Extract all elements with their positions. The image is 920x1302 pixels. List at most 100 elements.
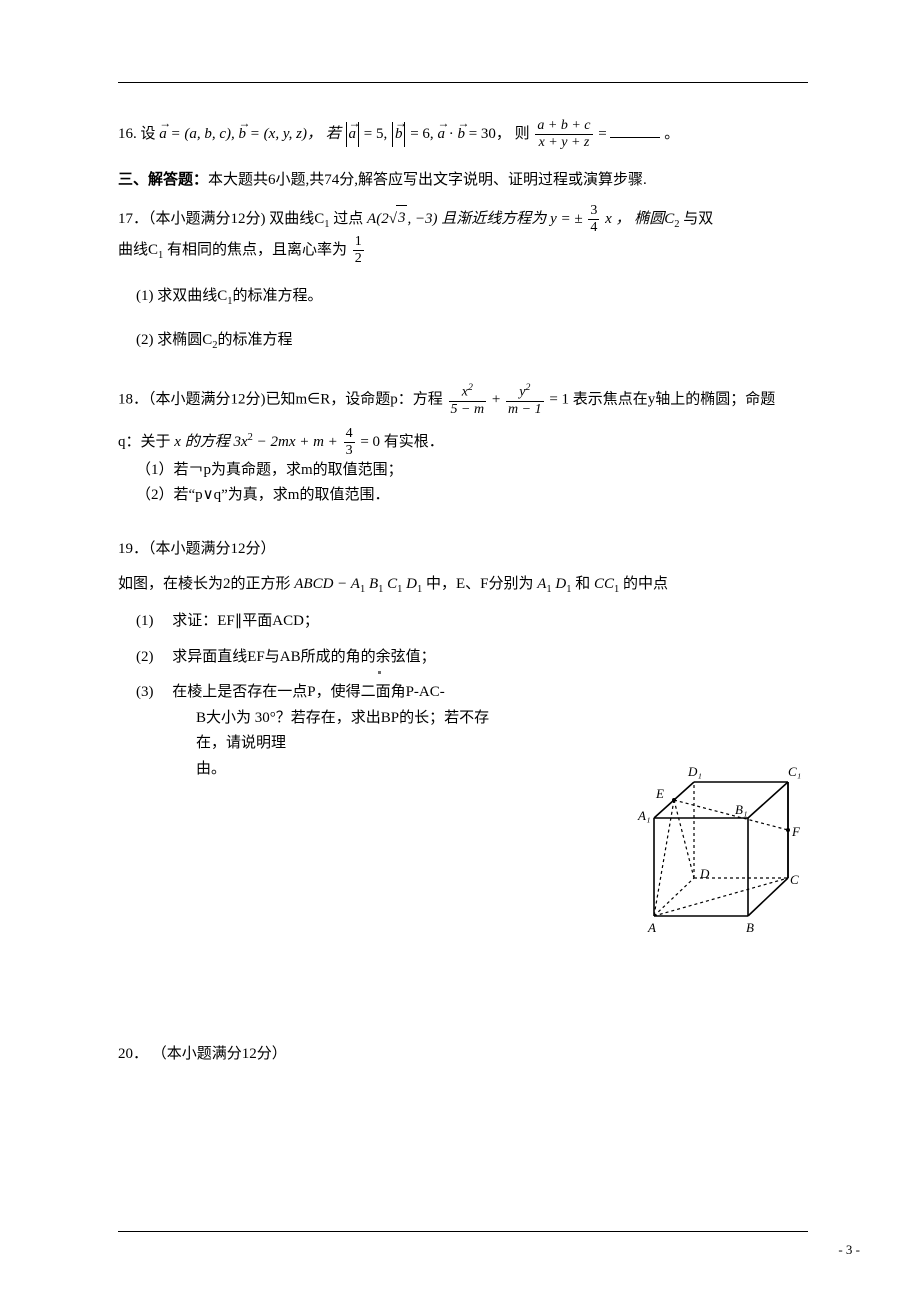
q16-line: 16. 设 a = (a, b, c), b = (x, y, z)， 若 a …: [118, 119, 808, 150]
q17-line1: 17．（本小题满分12分) 双曲线C1 过点 A(2√3, −3) 且渐近线方程…: [118, 204, 808, 235]
vec-b: b: [239, 122, 247, 148]
q18-f2n: y2: [506, 383, 544, 401]
q18-h1: 18．（本小题满分12分)已知m∈R，设命题p：方程: [118, 391, 443, 407]
lbl-D: D: [699, 866, 710, 881]
q19-head: 19．（本小题满分12分）: [118, 537, 808, 563]
q17-pointA: A(2: [367, 210, 389, 226]
q17-p2a: (2) 求椭圆C: [136, 332, 212, 348]
abs-b-inner: b: [395, 122, 403, 148]
q17-f34d: 4: [588, 219, 599, 235]
q18-line1: 18．（本小题满分12分)已知m∈R，设命题p：方程 x2 5 − m + y2…: [118, 383, 808, 417]
q19-p1: (1) 求证：EF∥平面ACD；: [118, 609, 808, 635]
q19-b1j: CC: [594, 576, 614, 592]
q18-p1: （1）若￢p为真命题，求m的取值范围；: [118, 458, 808, 484]
q17-h1b: 过点: [333, 210, 367, 226]
q17-p2b: 的标准方程: [218, 332, 293, 348]
q17-frac12: 1 2: [353, 235, 364, 266]
q19-b1b: ABCD − A: [294, 576, 360, 592]
q17-pointA2: , −3) 且渐近线方程为: [407, 210, 550, 226]
q16-eq-b: = (x, y, z)， 若: [250, 126, 341, 142]
q16-eq: =: [598, 126, 610, 142]
q18-eq1: = 1 表示焦点在y轴上的椭圆；命题: [549, 391, 775, 407]
q17-sqrt3: 3: [396, 205, 408, 232]
dot-icon: [378, 671, 381, 674]
q18-h2c: − 2mx + m +: [257, 434, 342, 450]
q17-yeq: y = ±: [550, 210, 583, 226]
dot: ·: [449, 126, 458, 142]
q17-xtail: x ， 椭圆C: [605, 210, 674, 226]
top-rule: [118, 82, 808, 83]
q19-p3a: (3) 在棱上是否存在一点P，使得二面角P-AC-: [118, 680, 518, 706]
q18-f2d: m − 1: [506, 401, 544, 417]
q19-b1d: C: [387, 576, 397, 592]
footer-rule: [118, 1231, 808, 1232]
q18-f3: 4 3: [344, 427, 355, 458]
q16-eq-a: = (a, b, c),: [171, 126, 239, 142]
mid-marker: [378, 663, 387, 681]
section3-rest: 本大题共6小题,共74分,解答应写出文字说明、证明过程或演算步骤.: [208, 172, 647, 188]
q19-p2: (2) 求异面直线EF与AB所成的角的余弦值；: [118, 645, 808, 671]
q18-f3d: 3: [344, 442, 355, 458]
q18-h2a: q：关于: [118, 434, 174, 450]
lbl-B1: B₁: [735, 802, 747, 817]
q16-period: 。: [664, 126, 679, 142]
section3-heading: 三、解答题：本大题共6小题,共74分,解答应写出文字说明、证明过程或演算步骤.: [118, 168, 808, 194]
lbl-C1: C₁: [788, 764, 801, 779]
dot-val: = 30， 则: [469, 126, 534, 142]
q16-frac: a + b + c x + y + z: [535, 119, 592, 150]
q19-b1h: D: [555, 576, 566, 592]
lbl-E: E: [655, 786, 664, 801]
lbl-C: C: [790, 872, 799, 887]
q19-b1k: 的中点: [623, 576, 668, 592]
lbl-A: A: [647, 920, 656, 935]
q19-p3b: B大小为 30°？若存在，求出BP的长；若不存在，请说明理: [118, 706, 518, 757]
q18-line2: q：关于 x 的方程 3x2 − 2mx + m + 4 3 = 0 有实根．: [118, 427, 808, 458]
q18-p2: （2）若“p∨q”为真，求m的取值范围．: [118, 483, 808, 509]
q19-b1e: D: [406, 576, 417, 592]
q17-p1a: (1) 求双曲线C: [136, 288, 227, 304]
q18-f3n: 4: [344, 427, 355, 442]
q17-line2: 曲线C 1 有相同的焦点，且离心率为 1 2: [118, 235, 808, 266]
page-number: - 3 -: [838, 1242, 860, 1258]
q18-f1n: x2: [449, 383, 487, 401]
abs-a: a: [346, 122, 360, 148]
q17-p2: (2) 求椭圆C2的标准方程: [118, 328, 808, 355]
q17-h2a: 曲线C: [118, 241, 158, 257]
lbl-A1: A₁: [637, 808, 650, 823]
q18-h2d: = 0 有实根．: [360, 434, 443, 450]
q18-f1d: 5 − m: [449, 401, 487, 417]
q18-h2b: 的方程 3x: [185, 434, 248, 450]
vec-a: a: [159, 122, 167, 148]
cube-svg: A B C D A₁ B₁ C₁ D₁ E F: [630, 762, 802, 942]
q20-head: 20． （本小题满分12分）: [118, 1042, 808, 1068]
abs-a-val: = 5,: [364, 126, 391, 142]
q19-b1i: 和: [575, 576, 594, 592]
abs-b: b: [392, 122, 406, 148]
q19-b1f: 中，E、F分别为: [426, 576, 537, 592]
cube-figure: A B C D A₁ B₁ C₁ D₁ E F: [630, 762, 802, 942]
q17-h2b: 有相同的焦点，且离心率为: [167, 241, 347, 257]
q18-f1: x2 5 − m: [449, 383, 487, 417]
q16-frac-den: x + y + z: [535, 134, 592, 150]
q18-plus: +: [492, 391, 504, 407]
q19-body1: 如图，在棱长为2的正方形 ABCD − A1 B1 C1 D1 中，E、F分别为…: [118, 572, 808, 599]
q18-x: x: [174, 434, 181, 450]
q17-f12d: 2: [353, 250, 364, 266]
abs-a-inner: a: [349, 122, 357, 148]
q16-blank: [610, 124, 660, 138]
abs-b-val: = 6,: [410, 126, 437, 142]
q17-f12n: 1: [353, 235, 364, 250]
q18-f2: y2 m − 1: [506, 383, 544, 417]
vec-a2: a: [437, 122, 445, 148]
q17-p1b: 的标准方程。: [233, 288, 323, 304]
q16-frac-num: a + b + c: [535, 119, 592, 134]
q17-p1: (1) 求双曲线C1的标准方程。: [118, 284, 808, 311]
section3-bold: 三、解答题：: [118, 172, 208, 188]
lbl-D1: D₁: [687, 764, 702, 779]
q16-prefix: 16. 设: [118, 126, 156, 142]
q17-h1a: 17．（本小题满分12分) 双曲线C: [118, 210, 324, 226]
q19-b1a: 如图，在棱长为2的正方形: [118, 576, 294, 592]
q17-f34n: 3: [588, 204, 599, 219]
lbl-F: F: [791, 824, 801, 839]
q19-b1c: B: [369, 576, 378, 592]
